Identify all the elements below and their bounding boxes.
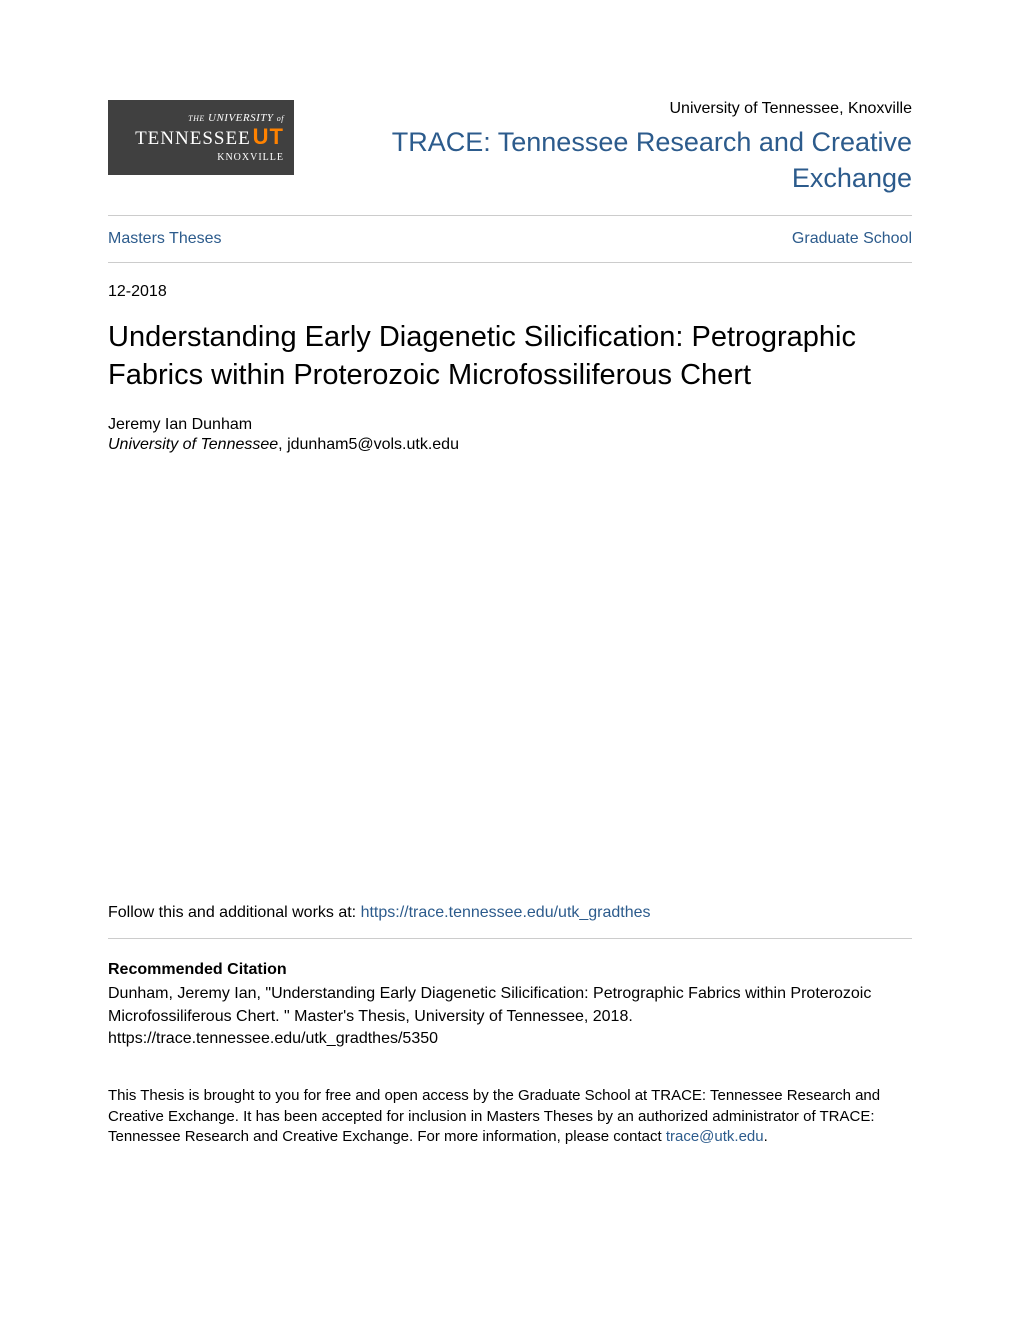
header-row: THE UNIVERSITY of TENNESSEEUT KNOXVILLE … <box>108 100 912 197</box>
logo-line2: TENNESSEEUT <box>135 124 284 150</box>
contact-email-link[interactable]: trace@utk.edu <box>666 1128 764 1145</box>
breadcrumb-nav: Masters Theses Graduate School <box>108 216 912 262</box>
footer-notice: This Thesis is brought to you for free a… <box>108 1086 912 1147</box>
institution-name: University of Tennessee, Knoxville <box>314 100 912 118</box>
publication-date: 12-2018 <box>108 283 912 301</box>
follow-link[interactable]: https://trace.tennessee.edu/utk_gradthes <box>361 904 651 921</box>
ut-logo-icon: UT <box>253 124 284 150</box>
repository-name[interactable]: TRACE: Tennessee Research and Creative E… <box>314 124 912 197</box>
citation-heading: Recommended Citation <box>108 961 912 979</box>
nav-link-collection[interactable]: Masters Theses <box>108 230 222 248</box>
nav-link-school[interactable]: Graduate School <box>792 230 912 248</box>
content-spacer <box>108 454 912 904</box>
university-logo[interactable]: THE UNIVERSITY of TENNESSEEUT KNOXVILLE <box>108 100 294 175</box>
divider-nav <box>108 262 912 263</box>
citation-text: Dunham, Jeremy Ian, "Understanding Early… <box>108 983 912 1050</box>
logo-line1: THE UNIVERSITY of <box>188 112 284 124</box>
header-text: University of Tennessee, Knoxville TRACE… <box>314 100 912 197</box>
logo-line3: KNOXVILLE <box>217 152 284 163</box>
author-affiliation: University of Tennessee, jdunham5@vols.u… <box>108 436 912 454</box>
author-name: Jeremy Ian Dunham <box>108 416 912 434</box>
divider-citation <box>108 938 912 939</box>
document-title: Understanding Early Diagenetic Silicific… <box>108 319 912 394</box>
follow-works-line: Follow this and additional works at: htt… <box>108 904 912 922</box>
